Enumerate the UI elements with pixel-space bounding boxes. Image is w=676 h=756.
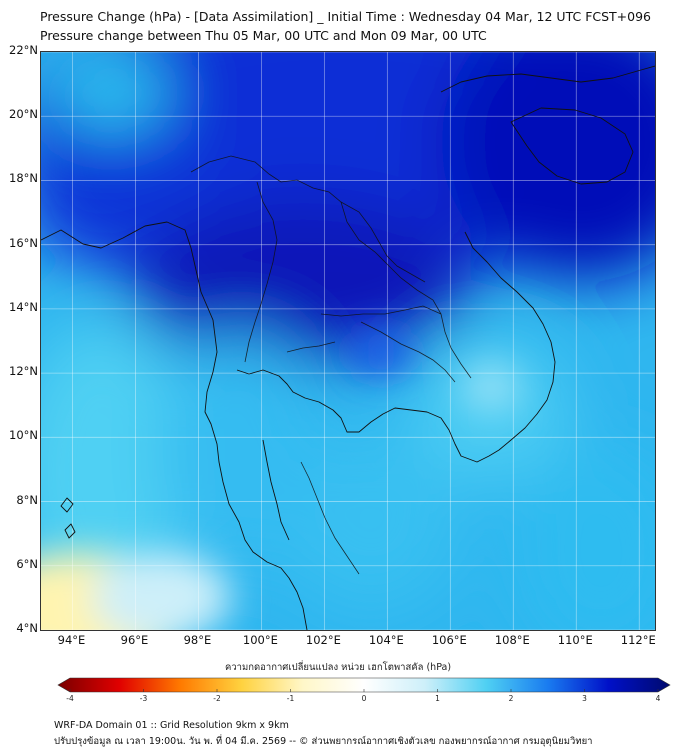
lon-tick-label: 112°E	[620, 633, 656, 647]
lat-tick-label: 6°N	[16, 556, 38, 571]
lat-tick-label: 20°N	[9, 107, 38, 122]
lon-tick-label: 100°E	[242, 633, 278, 647]
map-title: Pressure Change (hPa) - [Data Assimilati…	[40, 9, 652, 24]
colorbar-tick-label: -2	[213, 694, 221, 703]
colorbar-tick-label: -4	[66, 694, 74, 703]
colorbar	[57, 677, 671, 693]
lat-tick-label: 12°N	[9, 364, 38, 379]
footer-update-info: ปรับปรุงข้อมูล ณ เวลา 19:00น. วัน พ. ที่…	[54, 736, 593, 747]
country-borders	[190, 155, 472, 575]
colorbar-tick-label: 3	[582, 694, 587, 703]
lon-tick-label: 104°E	[368, 633, 404, 647]
colorbar-tick-label: 2	[508, 694, 514, 703]
footer-model-info: WRF-DA Domain 01 :: Grid Resolution 9km …	[54, 720, 289, 731]
colorbar-tick-label: 4	[655, 694, 661, 703]
lat-tick-label: 18°N	[9, 171, 38, 186]
lat-tick-label: 8°N	[16, 492, 38, 507]
lat-tick-label: 16°N	[9, 235, 38, 250]
map-panel[interactable]	[40, 51, 656, 631]
lat-tick-label: 14°N	[9, 299, 38, 314]
pressure-change-map	[41, 52, 655, 630]
lat-tick-label: 4°N	[16, 621, 38, 635]
map-subtitle: Pressure change between Thu 05 Mar, 00 U…	[40, 28, 487, 43]
lat-tick-label: 22°N	[9, 43, 38, 57]
lat-lon-grid	[41, 52, 655, 630]
lon-tick-label: 108°E	[494, 633, 530, 647]
lon-tick-label: 94°E	[57, 633, 86, 647]
lon-tick-label: 102°E	[305, 633, 341, 647]
colorbar-tick-label: -1	[286, 694, 295, 703]
lat-tick-label: 10°N	[9, 428, 38, 443]
colorbar-tick-label: 0	[361, 694, 367, 703]
lon-tick-label: 110°E	[557, 633, 593, 647]
coastline	[41, 65, 655, 630]
lon-tick-label: 98°E	[183, 633, 212, 647]
colorbar-caption: ความกดอากาศเปลี่ยนแปลง หน่วย เฮกโตพาสคัล…	[224, 662, 452, 673]
colorbar-tick-label: 1	[435, 694, 440, 703]
colorbar-tick-label: -3	[139, 694, 148, 703]
lon-tick-label: 106°E	[431, 633, 467, 647]
lon-tick-label: 96°E	[120, 633, 149, 647]
